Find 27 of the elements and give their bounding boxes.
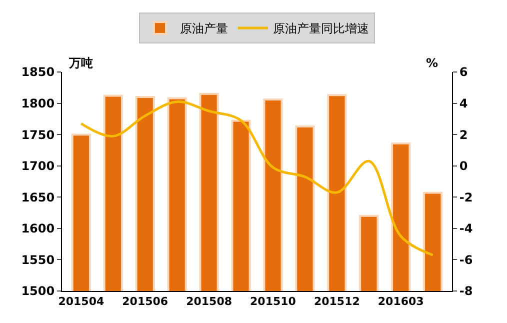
y2-tick-label: 0: [459, 159, 468, 174]
y2-tick-label: -4: [459, 222, 473, 236]
y-tick-label: 1750: [21, 128, 55, 142]
legend-label: 原油产量同比增速: [273, 22, 369, 36]
y-tick-label: 1850: [21, 65, 55, 80]
legend-label: 原油产量: [180, 22, 228, 36]
y-tick-label: 1550: [21, 252, 55, 267]
x-tick-label: 201510: [250, 295, 296, 308]
x-tick-label: 201504: [58, 295, 104, 308]
y-axis-title: 万吨: [68, 56, 93, 70]
y2-tick-label: -6: [459, 252, 473, 267]
y2-tick-label: 2: [459, 128, 468, 142]
y2-tick-label: -2: [459, 190, 473, 204]
y-tick-label: 1800: [21, 96, 55, 110]
y-tick-label: 1650: [21, 190, 55, 204]
y-tick-label: 1700: [21, 159, 55, 174]
x-tick-label: 201512: [314, 295, 360, 308]
x-tick-label: 201603: [378, 295, 424, 308]
y2-tick-label: 6: [459, 65, 468, 80]
y-tick-label: 1500: [21, 284, 55, 298]
y2-axis-title: %: [426, 56, 438, 70]
x-tick-label: 201506: [122, 295, 168, 308]
line-series: [80, 100, 434, 256]
y2-tick-label: -8: [459, 284, 473, 298]
x-tick-label: 201508: [186, 295, 232, 308]
y2-tick-label: 4: [459, 96, 468, 110]
y-tick-label: 1600: [21, 222, 55, 236]
